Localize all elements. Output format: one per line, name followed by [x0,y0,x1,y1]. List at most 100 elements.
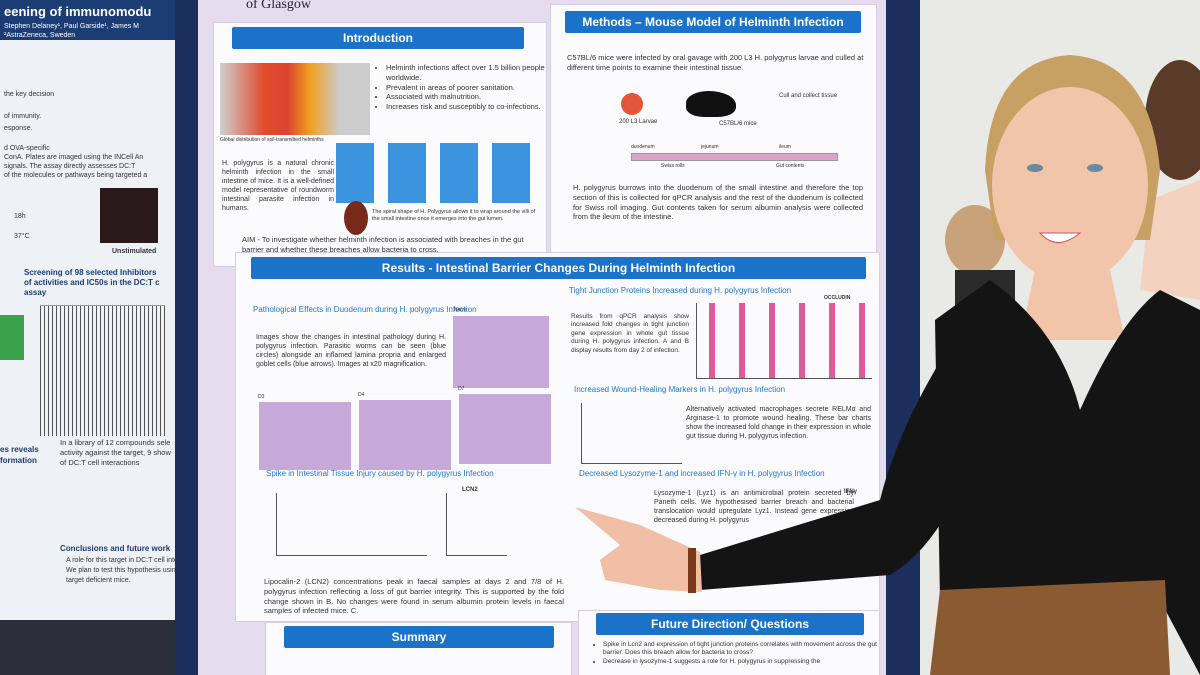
panel-label: Naive [454,307,467,313]
conclusions-line: A role for this target in DC:T cell inte [66,557,178,564]
screening-heading: Screening of 98 selected Inhibitors [24,268,157,277]
left-line: d OVA-specific [4,145,50,152]
reveals-heading: formation [0,456,37,465]
conclusions-line: We plan to test this hypothesis using [66,567,180,574]
skirt [930,580,1170,675]
left-line: esponse. [4,125,33,132]
chart-title: OCCLUDIN [824,295,851,301]
left-line: ConA. Plates are imaged using the INCell… [4,154,144,161]
smile [1038,232,1082,243]
lysozyme-text: Lysozyme-1 (Lyz1) is an antimicrobial pr… [654,490,854,525]
hand [575,507,702,592]
left-header [0,0,190,40]
background-person [1140,180,1200,300]
left-line: the key decision [4,91,55,98]
intro-box: Introduction Global distribution of soil… [213,22,547,267]
conclusions-line: target deficient mice. [66,577,131,584]
lcn2-fold-chart [446,493,507,556]
intro-paragraph: H. polygyrus is a natural chronic helmin… [222,160,334,213]
map-caption: Global distribution of soil-transmitted … [220,137,324,143]
worm-image [344,201,368,235]
gut-label: jejunum [701,144,719,150]
reveals-heading: es reveals [0,445,39,454]
subheading: Pathological Effects in Duodenum during … [253,305,477,314]
section-heading: Future Direction/ Questions [596,613,864,635]
library-text: of DC:T cell interactions [60,458,140,467]
tight-text: Results from qPCR analysis show increase… [571,313,689,354]
section-heading: Results - Intestinal Barrier Changes Dur… [251,257,866,279]
top [935,280,1200,675]
left-poster: eening of immunomodu Stephen Delaney¹, P… [0,0,190,620]
bullet: Associated with malnutrition. [386,92,546,102]
section-heading: Methods – Mouse Model of Helminth Infect… [565,11,861,33]
bracelet [688,548,696,593]
left-authors: Stephen Delaney¹, Paul Garside¹, James M [4,23,140,30]
gut-label: duodenum [631,144,655,150]
chart-title: LCN2 [462,487,478,493]
gut-label: ileum [779,144,791,150]
larvae-label: 200 L3 Larvae [619,119,658,125]
wound-charts [581,403,682,464]
panel-label: D7 [458,386,465,392]
panel-label: D3 [258,394,265,400]
bullet: Spike in Lcn2 and expression of tight ju… [603,641,879,658]
left-line: of the molecules or pathways being targe… [4,172,148,179]
tight-junction-charts [696,303,872,379]
methods-box: Methods – Mouse Model of Helminth Infect… [550,4,877,254]
subheading: Tight Junction Proteins Increased during… [569,286,792,295]
methods-text: H. polygyrus burrows into the duodenum o… [573,183,863,222]
incubation: 37°C [14,233,30,240]
spiral-text: The spiral shape of H. Polygyrus allows … [372,209,536,223]
future-box: Future Direction/ Questions Spike in Lcn… [578,610,880,675]
section-heading: Introduction [232,27,524,49]
microscopy-image [100,188,158,243]
left-line: signals. The assay directly assesses DC:… [4,163,136,170]
histology-image [452,315,550,389]
wound-text: Alternatively activated macrophages secr… [686,406,871,441]
screening-heading: assay [24,288,47,297]
arm [700,330,985,590]
panel-label: D4 [358,392,365,398]
subheading: Increased Wound-Healing Markers in H. po… [574,385,786,394]
left-title: eening of immunomodu [4,4,152,19]
subheading: Decreased Lysozyme-1 and increased IFN-γ… [579,469,825,478]
bullet: Helminth infections affect over 1.5 bill… [386,63,546,83]
eye [1027,164,1043,172]
cull-label: Cull and collect tissue [779,93,838,99]
face [992,87,1148,283]
chart-title: IFNγ [844,489,858,495]
conclusions-heading: Conclusions and future work [60,544,171,553]
histology-image [458,393,552,465]
neck [1020,270,1125,340]
histology-image [358,399,452,471]
image-label: Unstimulated [112,248,157,255]
library-text: In a library of 12 compounds sele [60,438,171,447]
mice-label: C57BL/6 mice [719,121,757,127]
larvae-icon [621,93,643,115]
injury-text: Lipocalin-2 (LCN2) concentrations peak i… [264,577,564,616]
left-line: of immunity. [4,113,42,120]
eye [1087,164,1103,172]
pathology-text: Images show the changes in intestinal pa… [256,334,446,369]
mouse-icon [686,91,736,117]
sample-label: Swiss rolls [661,163,685,169]
aim: AIM - To investigate whether helminth in… [242,235,524,254]
world-map [220,63,370,135]
bullet: Prevalent in areas of poorer sanitation. [386,83,546,93]
future-bullets: Spike in Lcn2 and expression of tight ju… [593,641,879,666]
main-poster: of Glasgow Introduction Global distribut… [198,0,886,675]
lcn2-chart [276,493,427,556]
sample-label: Gut contents [776,163,805,169]
incubation: 18h [14,213,26,220]
screening-heading: of activities and IC50s in the DC:T c [24,278,160,287]
methods-text: C57BL/6 mice were infected by oral gavag… [567,53,864,72]
bullet: Decrease in lysozyme-1 suggests a role f… [603,658,879,666]
histology-image [258,401,352,471]
lifecycle-diagram [336,143,536,203]
intro-bullets: Helminth infections affect over 1.5 bill… [376,63,546,112]
background-person [945,205,1005,275]
left-affiliation: ²AstraZeneca, Sweden [4,32,76,39]
bullet: Increases risk and susceptibly to co-inf… [386,102,546,112]
